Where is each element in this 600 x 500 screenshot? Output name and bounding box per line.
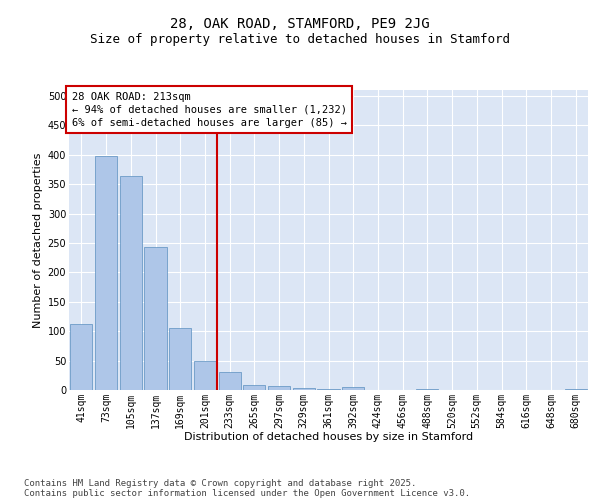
Bar [70, 324, 92, 390]
Bar [119, 176, 142, 390]
X-axis label: Distribution of detached houses by size in Stamford: Distribution of detached houses by size … [184, 432, 473, 442]
Text: 28 OAK ROAD: 213sqm
← 94% of detached houses are smaller (1,232)
6% of semi-deta: 28 OAK ROAD: 213sqm ← 94% of detached ho… [71, 92, 347, 128]
Bar [342, 387, 364, 390]
Text: 28, OAK ROAD, STAMFORD, PE9 2JG: 28, OAK ROAD, STAMFORD, PE9 2JG [170, 18, 430, 32]
Text: Contains public sector information licensed under the Open Government Licence v3: Contains public sector information licen… [24, 488, 470, 498]
Y-axis label: Number of detached properties: Number of detached properties [34, 152, 43, 328]
Text: Size of property relative to detached houses in Stamford: Size of property relative to detached ho… [90, 32, 510, 46]
Bar [95, 156, 117, 390]
Bar [268, 386, 290, 390]
Bar [145, 247, 167, 390]
Text: Contains HM Land Registry data © Crown copyright and database right 2025.: Contains HM Land Registry data © Crown c… [24, 478, 416, 488]
Bar [243, 386, 265, 390]
Bar [293, 388, 315, 390]
Bar [218, 372, 241, 390]
Bar [169, 328, 191, 390]
Bar [194, 360, 216, 390]
